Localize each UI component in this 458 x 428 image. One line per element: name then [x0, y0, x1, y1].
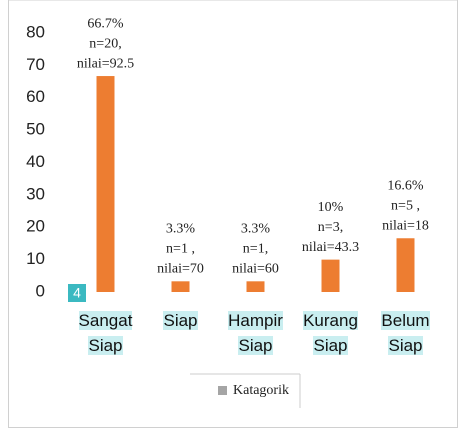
data-label: 3.3%: [241, 222, 271, 237]
y-tick-label: 80: [26, 22, 45, 41]
data-label: 66.7%: [87, 16, 124, 31]
annotation: nilai=18: [382, 218, 429, 233]
annotation: nilai=43.3: [302, 240, 359, 255]
data-label: 3.3%: [166, 222, 196, 237]
x-tick-label: Sangat Siap: [66, 308, 146, 358]
x-tick-label: Siap: [141, 308, 221, 333]
bar: [321, 259, 340, 292]
y-tick-label: 40: [26, 152, 45, 171]
annotation: n=20,: [89, 36, 121, 51]
bar: [96, 76, 115, 292]
x-tick-label: Kurang Siap: [291, 308, 371, 358]
bar: [171, 281, 190, 292]
frame: [8, 0, 458, 428]
y-tick-label: 0: [36, 281, 45, 300]
annotation: n=1 ,: [166, 242, 195, 257]
data-label: 10%: [318, 200, 344, 215]
x-tick-label: Belum Siap: [366, 308, 446, 358]
bar: [396, 238, 415, 292]
badge-box: [68, 284, 86, 302]
y-tick-label: 30: [26, 184, 45, 203]
y-tick-label: 60: [26, 87, 45, 106]
annotation: n=3,: [318, 220, 343, 235]
category: Belum Siap: [381, 311, 430, 355]
category: Siap: [163, 311, 198, 330]
y-tick-label: 20: [26, 217, 45, 236]
y-tick-label: 10: [26, 249, 45, 268]
category: Hampir Siap: [228, 311, 283, 355]
category: Sangat Siap: [78, 311, 133, 355]
bar: [246, 281, 265, 292]
category: Kurang Siap: [303, 311, 358, 355]
annotation: n=1,: [243, 242, 268, 257]
badge: 4: [73, 285, 81, 301]
x-tick-label: Hampir Siap: [216, 308, 296, 358]
annotation: n=5 ,: [391, 198, 420, 213]
y-tick-label: 70: [26, 55, 45, 74]
y-tick-label: 50: [26, 120, 45, 139]
annotation: nilai=70: [157, 262, 204, 277]
data-label: 16.6%: [387, 178, 424, 193]
legend-label: Katagorik: [233, 383, 289, 398]
legend-marker: [218, 386, 227, 395]
annotation: nilai=92.5: [77, 56, 134, 71]
annotation: nilai=60: [232, 262, 279, 277]
